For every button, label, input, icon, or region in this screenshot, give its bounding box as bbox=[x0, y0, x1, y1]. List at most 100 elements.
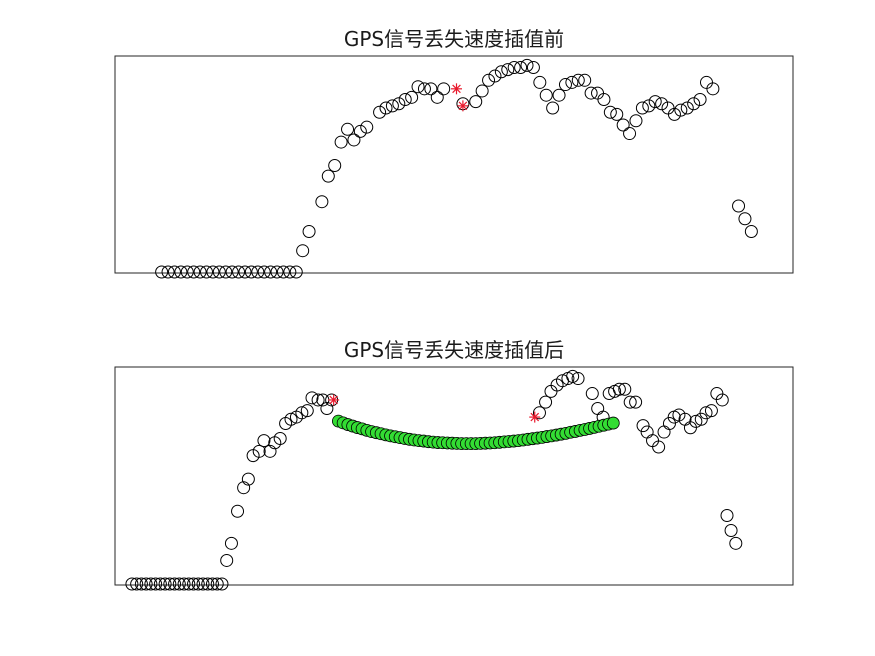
data-point bbox=[584, 86, 598, 100]
data-point bbox=[623, 395, 637, 409]
data-point bbox=[724, 524, 738, 537]
interpolated-point bbox=[606, 416, 620, 430]
data-point-star bbox=[451, 83, 462, 95]
data-point bbox=[200, 265, 214, 279]
data-point bbox=[398, 92, 412, 106]
data-point bbox=[533, 75, 547, 89]
data-point bbox=[193, 265, 207, 279]
data-point bbox=[597, 92, 611, 106]
data-point bbox=[232, 265, 246, 279]
data-point bbox=[635, 101, 649, 115]
data-point bbox=[220, 553, 234, 567]
data-point bbox=[539, 88, 553, 102]
data-point bbox=[689, 414, 703, 428]
data-points-after bbox=[125, 369, 743, 591]
data-point bbox=[276, 265, 290, 279]
data-point bbox=[139, 577, 153, 591]
data-point bbox=[629, 395, 643, 409]
data-point bbox=[174, 265, 188, 279]
data-point bbox=[302, 225, 316, 239]
data-point bbox=[623, 127, 637, 141]
data-point bbox=[257, 265, 271, 279]
data-point bbox=[237, 481, 251, 495]
data-point bbox=[270, 265, 284, 279]
data-point bbox=[231, 504, 245, 518]
data-point bbox=[507, 61, 521, 75]
data-point bbox=[187, 577, 201, 591]
data-point-star bbox=[328, 394, 340, 406]
data-point bbox=[130, 577, 144, 591]
data-point bbox=[385, 99, 399, 113]
data-point bbox=[578, 73, 592, 87]
data-point bbox=[252, 444, 266, 458]
data-point bbox=[244, 265, 258, 279]
data-point bbox=[729, 536, 743, 550]
data-point bbox=[201, 577, 215, 591]
data-point bbox=[219, 265, 233, 279]
data-point bbox=[210, 577, 224, 591]
data-point bbox=[566, 369, 580, 383]
chart-after-interpolation: GPS信号丢失速度插值后 bbox=[114, 338, 794, 591]
data-point bbox=[532, 406, 546, 420]
data-point bbox=[694, 412, 708, 426]
data-point bbox=[738, 212, 752, 226]
data-point bbox=[571, 73, 585, 87]
data-point bbox=[662, 417, 676, 430]
data-point bbox=[241, 472, 255, 486]
data-point bbox=[196, 577, 210, 591]
data-point bbox=[687, 97, 701, 111]
data-point bbox=[264, 265, 278, 279]
data-point bbox=[283, 265, 297, 279]
data-point bbox=[238, 265, 252, 279]
data-point bbox=[469, 95, 483, 109]
data-point bbox=[360, 120, 374, 134]
data-point bbox=[251, 265, 265, 279]
data-point bbox=[526, 61, 540, 75]
data-point bbox=[494, 65, 508, 79]
data-point bbox=[501, 63, 515, 77]
data-point bbox=[347, 133, 361, 147]
data-point bbox=[289, 265, 303, 279]
data-point-star bbox=[457, 100, 469, 112]
data-point bbox=[610, 107, 624, 121]
data-point bbox=[488, 69, 502, 83]
data-point bbox=[715, 393, 729, 407]
data-point bbox=[163, 577, 177, 591]
data-point bbox=[571, 372, 585, 386]
data-point bbox=[405, 90, 419, 104]
data-point bbox=[648, 95, 662, 109]
data-point bbox=[699, 406, 713, 420]
data-point bbox=[144, 577, 158, 591]
data-point bbox=[430, 90, 444, 104]
data-point bbox=[552, 88, 566, 102]
data-point bbox=[263, 444, 277, 458]
data-point bbox=[565, 75, 579, 89]
data-point bbox=[558, 78, 572, 92]
data-point bbox=[161, 265, 175, 279]
data-point bbox=[177, 577, 191, 591]
data-point-star bbox=[529, 411, 541, 423]
data-point bbox=[205, 577, 219, 591]
data-point bbox=[392, 97, 406, 111]
data-point bbox=[373, 105, 387, 119]
data-point bbox=[321, 169, 335, 183]
data-point bbox=[225, 265, 239, 279]
data-point bbox=[693, 92, 707, 106]
data-point bbox=[475, 84, 489, 98]
data-point bbox=[379, 101, 393, 115]
data-point bbox=[320, 402, 334, 416]
data-point bbox=[273, 431, 287, 445]
data-point bbox=[187, 265, 201, 279]
data-point bbox=[424, 82, 438, 96]
data-point bbox=[674, 103, 688, 117]
data-point bbox=[180, 265, 194, 279]
data-point bbox=[636, 419, 650, 433]
data-point bbox=[155, 265, 169, 279]
data-point bbox=[618, 382, 632, 396]
data-point bbox=[612, 382, 626, 396]
data-point bbox=[168, 577, 182, 591]
data-point bbox=[417, 82, 431, 96]
data-point bbox=[744, 225, 758, 239]
data-point bbox=[732, 199, 746, 213]
